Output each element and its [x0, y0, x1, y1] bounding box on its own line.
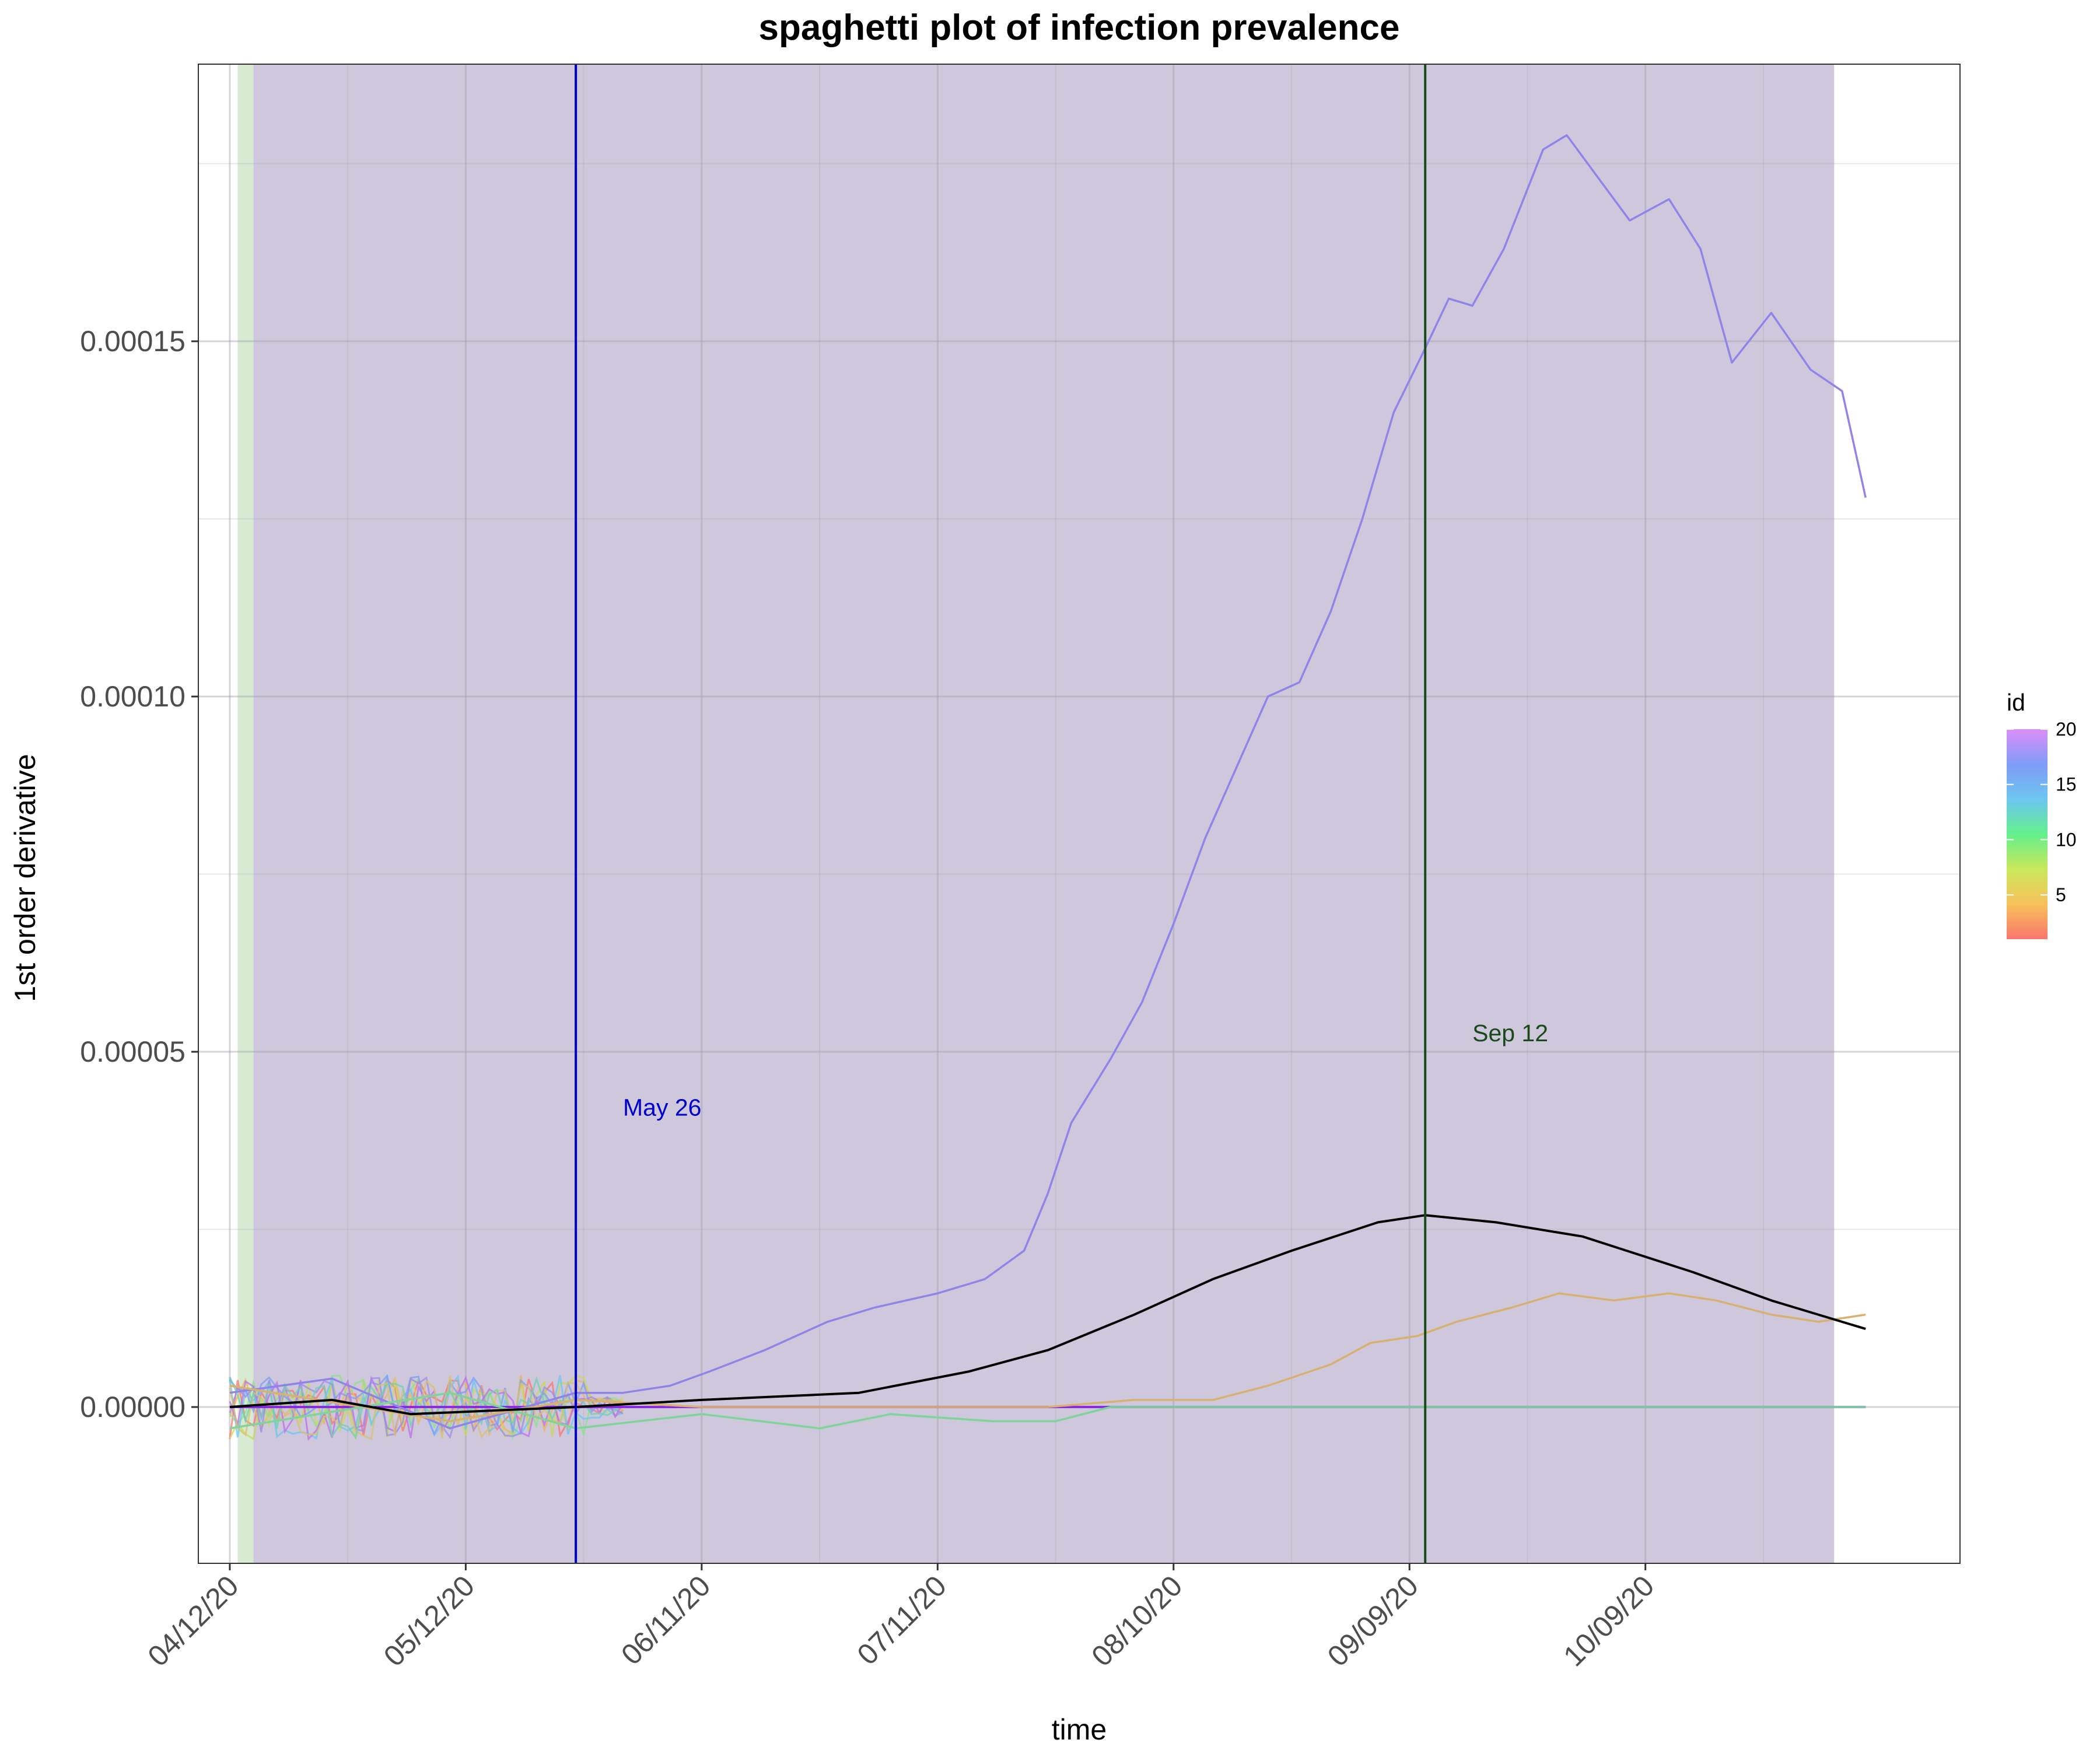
shaded-region	[237, 64, 254, 1563]
chart-title: spaghetti plot of infection prevalence	[759, 8, 1400, 48]
mean-curve-line	[229, 1214, 1866, 1416]
x-tick-label: 05/12/20	[377, 1569, 481, 1672]
x-axis-title: time	[1052, 1713, 1107, 1746]
legend-colorbar	[2007, 729, 2048, 939]
reference-vline-label: May 26	[623, 1094, 701, 1121]
y-tick-label: 0.00005	[80, 1035, 186, 1068]
legend: id 5 10 15 20	[2007, 689, 2077, 939]
y-axis-title: 1st order derivative	[9, 754, 41, 1002]
x-tick-label: 04/12/20	[141, 1569, 244, 1672]
y-tick-label: 0.00010	[80, 680, 186, 713]
y-tick-label: 0.00015	[80, 325, 186, 358]
legend-break-label: 5	[2056, 884, 2066, 905]
x-tick-label: 09/09/20	[1321, 1569, 1424, 1672]
noise-series-line	[229, 1375, 624, 1440]
plot-area: May 26 Sep 12 0.00000 0.00005 0.00010 0.00015…	[80, 64, 1961, 1672]
legend-break-label: 20	[2056, 719, 2077, 740]
x-tick-label: 10/09/20	[1557, 1569, 1660, 1672]
reference-vline-label: Sep 12	[1472, 1020, 1548, 1046]
x-tick-label: 07/11/20	[850, 1569, 953, 1671]
y-tick-label: 0.00000	[80, 1391, 186, 1423]
series-line-id-4	[229, 1292, 1866, 1423]
x-tick-label: 06/11/20	[615, 1569, 717, 1671]
series-line-id-16	[229, 134, 1867, 1430]
legend-break-label: 15	[2056, 774, 2077, 795]
legend-break-label: 10	[2056, 829, 2077, 850]
panel-border	[198, 64, 1961, 1564]
legend-title: id	[2007, 689, 2025, 716]
x-tick-label: 08/10/20	[1085, 1569, 1188, 1672]
shaded-region	[253, 64, 1835, 1563]
